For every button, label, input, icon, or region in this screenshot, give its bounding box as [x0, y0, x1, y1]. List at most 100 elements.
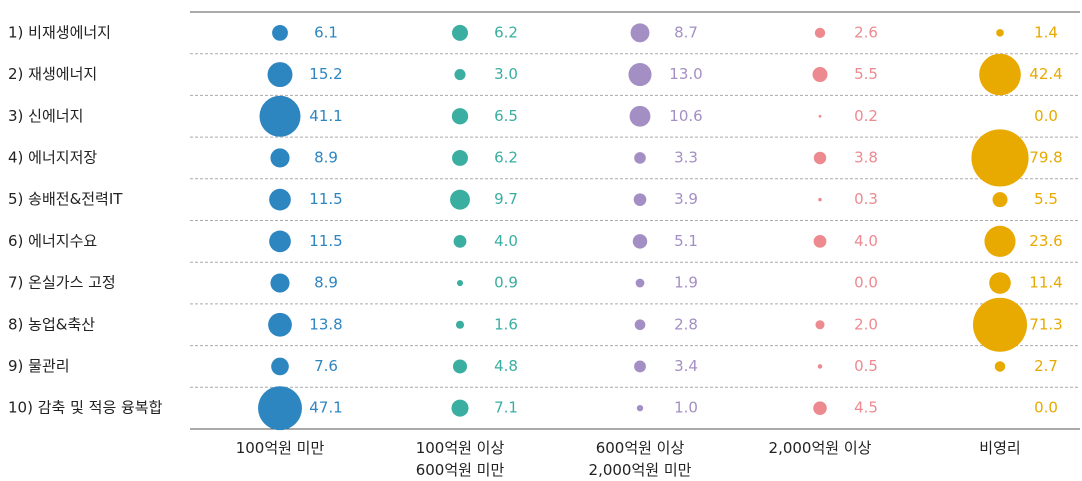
row-label: 3) 신에너지 [8, 107, 83, 125]
bubble [268, 312, 292, 337]
bubble [451, 399, 469, 417]
value-label: 0.0 [1034, 107, 1058, 125]
value-label: 6.2 [494, 23, 518, 41]
bubble [269, 188, 291, 211]
row-label: 6) 에너지수요 [8, 232, 97, 250]
bubble [818, 114, 822, 118]
bubble [818, 197, 822, 202]
bubble [996, 29, 1004, 37]
value-label: 5.1 [674, 232, 698, 250]
bubble [453, 234, 467, 248]
value-label: 4.8 [494, 357, 518, 375]
value-label: 2.6 [854, 23, 878, 41]
row-label: 4) 에너지저장 [8, 148, 97, 166]
value-label: 3.4 [674, 357, 698, 375]
value-label: 2.7 [1034, 357, 1058, 375]
value-label: 2.0 [854, 315, 878, 333]
bubble [812, 67, 828, 83]
bubble [813, 234, 827, 248]
value-label: 5.5 [854, 65, 878, 83]
row-label: 9) 물관리 [8, 357, 70, 375]
value-label: 4.5 [854, 399, 878, 417]
bubble [633, 193, 647, 206]
bubble [454, 69, 466, 81]
bubble [972, 297, 1028, 352]
bubble [272, 24, 288, 41]
value-label: 1.4 [1034, 23, 1058, 41]
bubble [813, 151, 827, 165]
value-label: 11.5 [309, 232, 342, 250]
value-label: 2.8 [674, 315, 698, 333]
row-label: 10) 감축 및 적응 융복합 [8, 399, 163, 417]
value-label: 0.9 [494, 274, 518, 292]
value-label: 9.7 [494, 190, 518, 208]
value-label: 23.6 [1029, 232, 1062, 250]
value-label: 6.1 [314, 23, 338, 41]
value-label: 47.1 [309, 399, 342, 417]
row-label: 1) 비재생에너지 [8, 23, 111, 41]
value-label: 0.0 [1034, 399, 1058, 417]
value-label: 8.7 [674, 23, 698, 41]
value-label: 1.9 [674, 274, 698, 292]
value-label: 3.8 [854, 148, 878, 166]
bubble [634, 360, 646, 373]
value-label: 0.0 [854, 274, 878, 292]
value-label: 13.0 [669, 65, 702, 83]
value-label: 4.0 [494, 232, 518, 250]
value-label: 3.3 [674, 148, 698, 166]
value-label: 5.5 [1034, 190, 1058, 208]
bubble [258, 386, 302, 431]
value-label: 15.2 [309, 65, 342, 83]
bubble [632, 234, 648, 249]
bubble [270, 273, 290, 293]
value-label: 13.8 [309, 315, 342, 333]
bubble [450, 189, 470, 210]
row-label: 7) 온실가스 고정 [8, 274, 116, 292]
column-label: 100억원 이상 600억원 미만 [415, 439, 505, 479]
value-label: 0.3 [854, 190, 878, 208]
column-label: 2,000억원 이상 [768, 439, 872, 457]
value-label: 6.2 [494, 148, 518, 166]
bubble [269, 230, 291, 253]
row-label: 8) 농업&축산 [8, 315, 95, 333]
value-label: 10.6 [669, 107, 702, 125]
bubble [636, 404, 644, 412]
bubble [630, 23, 650, 43]
value-label: 3.9 [674, 190, 698, 208]
bubble [992, 192, 1008, 208]
column-label: 비영리 [979, 439, 1021, 457]
value-label: 0.5 [854, 357, 878, 375]
column-label: 600억원 이상 2,000억원 미만 [588, 439, 692, 479]
value-label: 1.0 [674, 399, 698, 417]
bubble [267, 62, 293, 88]
column-label: 100억원 미만 [235, 439, 325, 457]
value-label: 11.5 [309, 190, 342, 208]
bubble [271, 357, 289, 376]
value-label: 4.0 [854, 232, 878, 250]
value-label: 41.1 [309, 107, 342, 125]
value-label: 7.6 [314, 357, 338, 375]
bubble [634, 152, 646, 164]
bubble [452, 24, 468, 41]
value-label: 42.4 [1029, 65, 1062, 83]
bubble [979, 53, 1021, 96]
bubble [815, 320, 825, 330]
bubble [813, 401, 827, 415]
bubble [629, 105, 651, 127]
value-label: 3.0 [494, 65, 518, 83]
bubble [259, 95, 301, 137]
value-label: 6.5 [494, 107, 518, 125]
bubble [270, 148, 290, 168]
bubble [452, 149, 468, 166]
bubble [452, 359, 468, 374]
bubble [994, 361, 1006, 372]
bubble [984, 225, 1016, 257]
row-label: 5) 송배전&전력IT [8, 190, 123, 208]
value-label: 8.9 [314, 274, 338, 292]
value-label: 7.1 [494, 399, 518, 417]
bubble [455, 320, 465, 329]
value-label: 71.3 [1029, 315, 1062, 333]
bubble [628, 63, 652, 87]
bubble [635, 278, 645, 288]
